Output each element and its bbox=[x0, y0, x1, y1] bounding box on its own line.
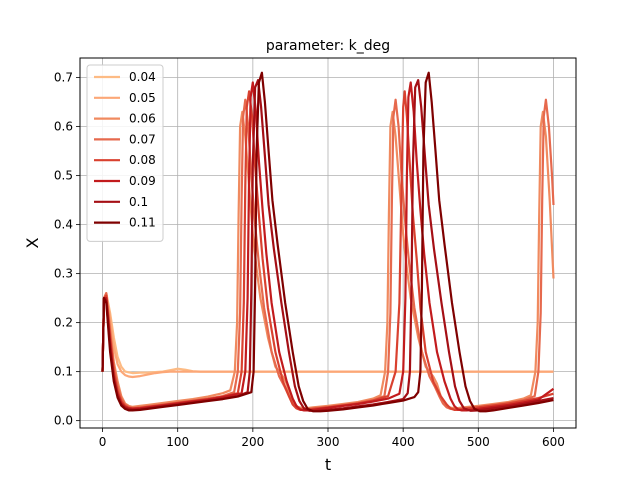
y-axis-label: X bbox=[23, 237, 42, 248]
series-line-0.11 bbox=[101, 71, 554, 413]
legend-label: 0.05 bbox=[129, 91, 156, 105]
x-tick-label: 0 bbox=[99, 435, 107, 449]
y-tick-label: 0.0 bbox=[54, 414, 73, 428]
legend-label: 0.09 bbox=[129, 174, 156, 188]
x-axis-label: t bbox=[325, 455, 331, 474]
x-tick-label: 400 bbox=[392, 435, 415, 449]
x-tick-label: 500 bbox=[467, 435, 490, 449]
series-layer bbox=[101, 71, 555, 413]
y-tick-label: 0.2 bbox=[54, 316, 73, 330]
legend-label: 0.06 bbox=[129, 112, 156, 126]
y-tick-label: 0.1 bbox=[54, 365, 73, 379]
chart-title: parameter: k_deg bbox=[266, 38, 390, 54]
legend-label: 0.11 bbox=[129, 216, 156, 230]
legend-label: 0.08 bbox=[129, 153, 156, 167]
y-tick-label: 0.7 bbox=[54, 71, 73, 85]
x-tick-label: 100 bbox=[166, 435, 189, 449]
x-tick-label: 300 bbox=[317, 435, 340, 449]
x-tick-label: 200 bbox=[241, 435, 264, 449]
legend: 0.04 0.05 0.06 0.07 0.08 0.09 0.1 0.11 bbox=[86, 64, 164, 242]
y-tick-label: 0.3 bbox=[54, 267, 73, 281]
legend-label: 0.1 bbox=[129, 195, 148, 209]
tick-layer: 0 100 200 300 400 500 600 0.0 0.1 0.2 0.3 0.4 0.5 0.6… bbox=[54, 71, 565, 449]
legend-box bbox=[86, 64, 164, 242]
y-tick-label: 0.6 bbox=[54, 120, 73, 134]
y-tick-label: 0.5 bbox=[54, 169, 73, 183]
x-tick-label: 600 bbox=[542, 435, 565, 449]
y-tick-label: 0.4 bbox=[54, 218, 73, 232]
legend-label: 0.07 bbox=[129, 132, 156, 146]
legend-label: 0.04 bbox=[129, 70, 156, 84]
